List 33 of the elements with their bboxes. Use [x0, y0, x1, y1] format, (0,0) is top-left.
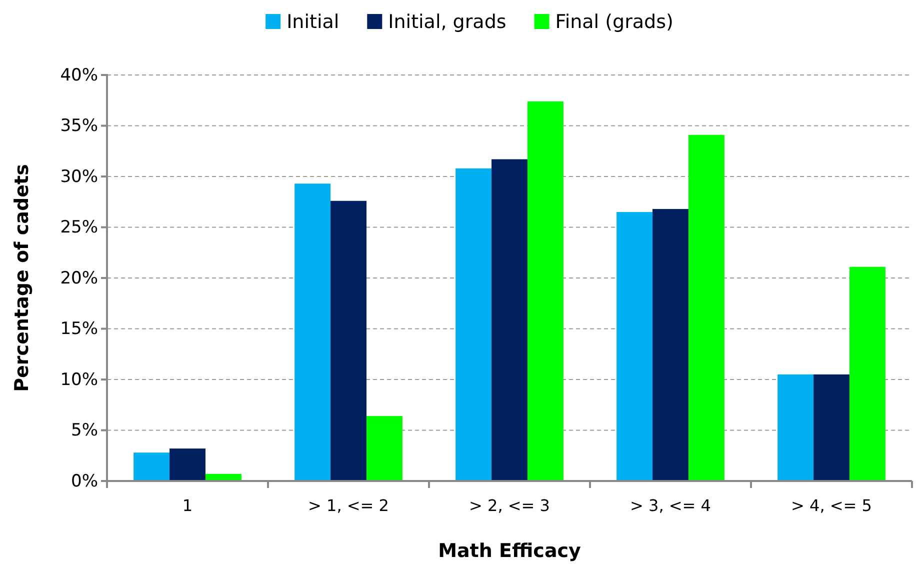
legend-label: Final (grads) [555, 11, 674, 33]
bar [814, 374, 850, 481]
y-tick-label: 35% [60, 116, 98, 136]
bar [330, 200, 366, 481]
bar [366, 416, 402, 481]
bar [170, 448, 206, 481]
bar [849, 266, 886, 481]
x-tick-label: 1 [182, 496, 193, 515]
bar [527, 101, 564, 481]
bar [456, 168, 492, 481]
bar [492, 159, 528, 481]
bar [616, 212, 653, 481]
bar [652, 208, 688, 481]
bar [688, 134, 724, 481]
x-tick-label: > 4, <= 5 [791, 496, 872, 515]
bar [294, 184, 331, 481]
y-tick-label: 10% [60, 370, 98, 390]
x-tick-label: > 3, <= 4 [630, 496, 711, 515]
y-tick-label: 30% [60, 166, 98, 187]
y-tick-label: 0% [71, 471, 98, 492]
y-tick-label: 15% [60, 319, 98, 340]
x-axis-title: Math Efficacy [438, 540, 582, 562]
x-tick-label: > 2, <= 3 [469, 496, 550, 515]
y-tick-label: 40% [60, 65, 98, 86]
legend-label: Initial [286, 11, 340, 33]
bar [778, 374, 814, 481]
y-tick-label: 25% [60, 218, 98, 238]
bar [134, 452, 170, 481]
x-tick-label: > 1, <= 2 [308, 496, 389, 515]
y-tick-label: 20% [60, 268, 98, 288]
y-axis-title: Percentage of cadets [11, 164, 33, 392]
legend-label: Initial, grads [388, 11, 506, 33]
y-tick-label: 5% [71, 420, 98, 441]
